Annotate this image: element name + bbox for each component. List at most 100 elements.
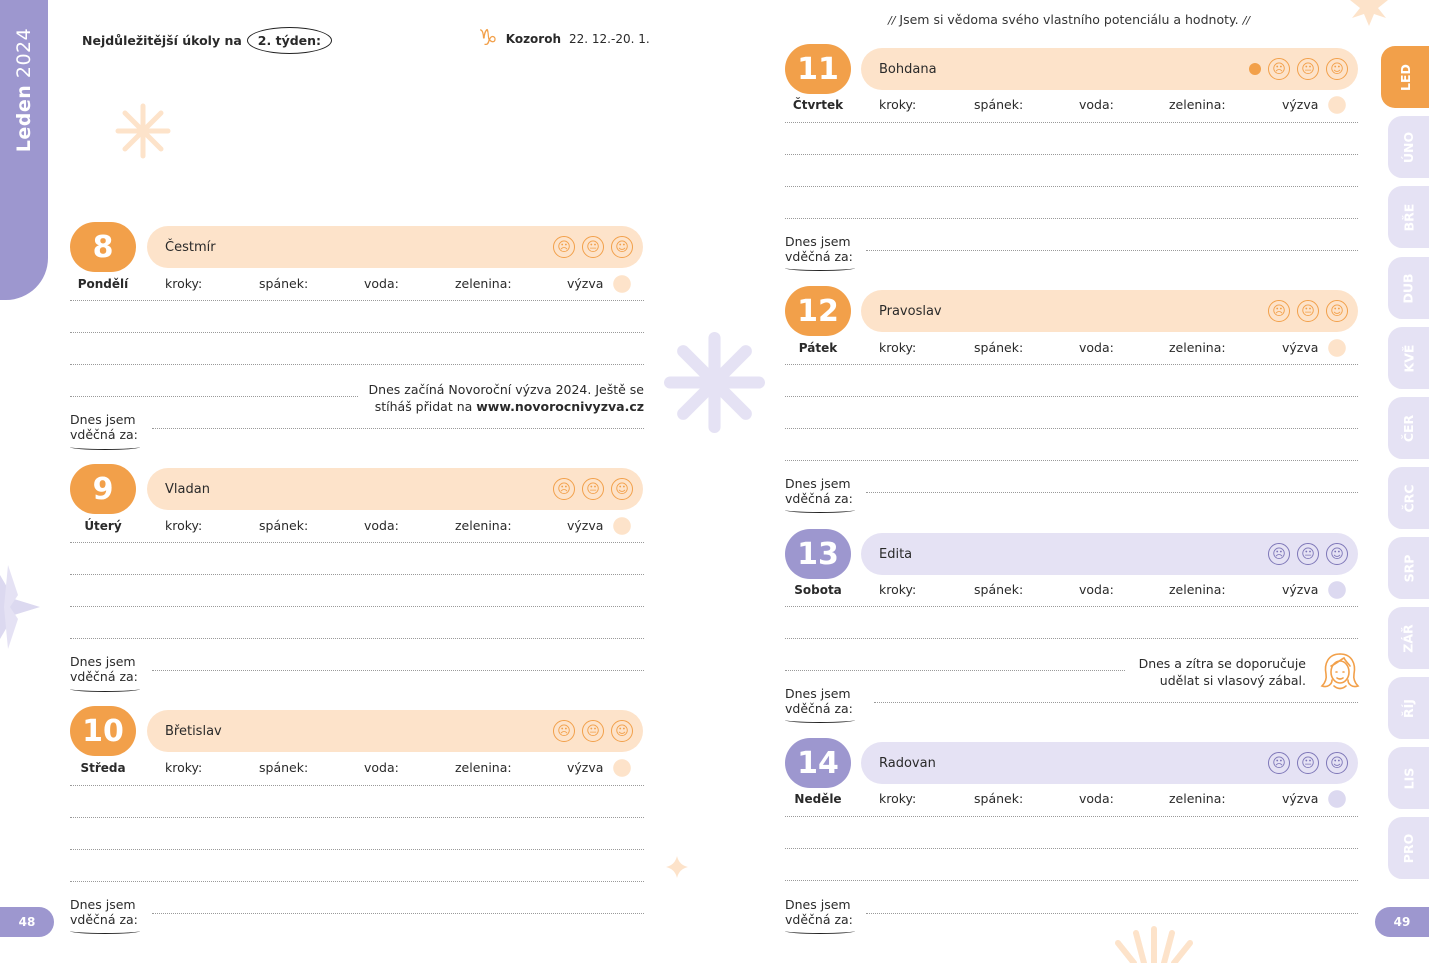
month-tab-label: DUB xyxy=(1401,272,1416,304)
happy-face-icon[interactable]: ☺ xyxy=(611,236,633,258)
neutral-face-icon[interactable]: 😐︎ xyxy=(1297,752,1319,774)
stat-veg: zelenina: xyxy=(455,518,512,533)
nameday-text: Čestmír xyxy=(165,239,216,255)
sad-face-icon[interactable]: ☹ xyxy=(553,236,575,258)
day-number: 13 xyxy=(785,529,851,579)
sad-face-icon[interactable]: ☹ xyxy=(1268,543,1290,565)
neutral-face-icon[interactable]: 😐︎ xyxy=(582,478,604,500)
grateful-line xyxy=(152,913,644,914)
stat-veg: zelenina: xyxy=(1169,791,1226,806)
week-header: Nejdůležitější úkoly na 2. týden: xyxy=(82,22,333,58)
month-tab-label: LED xyxy=(1397,63,1413,91)
happy-face-icon[interactable]: ☺ xyxy=(1326,752,1348,774)
grateful-underline xyxy=(70,686,140,692)
happy-face-icon[interactable]: ☺ xyxy=(611,720,633,742)
month-tab-lis[interactable]: LIS xyxy=(1388,747,1429,809)
neutral-face-icon[interactable]: 😐︎ xyxy=(1297,58,1319,80)
writing-line xyxy=(70,574,644,575)
nameday-bar: Břetislav ☹ 😐︎ ☺ xyxy=(147,710,643,752)
day-number: 12 xyxy=(785,286,851,336)
stat-challenge: výzva xyxy=(567,760,604,775)
challenge-badge-icon[interactable] xyxy=(1326,94,1348,116)
side-tab-month: Leden xyxy=(13,84,35,153)
sad-face-icon[interactable]: ☹ xyxy=(553,478,575,500)
sad-face-icon[interactable]: ☹ xyxy=(1268,58,1290,80)
month-tab-bre[interactable]: BŘE xyxy=(1388,186,1429,248)
stat-sleep: spánek: xyxy=(259,760,309,775)
neutral-face-icon[interactable]: 😐︎ xyxy=(1297,543,1319,565)
nameday-text: Vladan xyxy=(165,481,210,497)
stat-steps: kroky: xyxy=(165,518,203,533)
selected-mood-dot-icon xyxy=(1249,63,1261,75)
month-tab-srp[interactable]: SRP xyxy=(1388,537,1429,599)
stat-veg: zelenina: xyxy=(1169,340,1226,355)
stats-row: kroky: spánek: voda: zelenina: výzva xyxy=(715,788,1355,811)
writing-line xyxy=(70,849,644,850)
writing-line xyxy=(70,817,644,818)
stat-water: voda: xyxy=(1079,340,1114,355)
stats-row: kroky: spánek: voda: zelenina: výzva xyxy=(715,337,1355,360)
month-tab-label: SRP xyxy=(1400,554,1416,582)
stat-sleep: spánek: xyxy=(974,582,1024,597)
challenge-badge-icon[interactable] xyxy=(1326,337,1348,359)
week-header-label: Nejdůležitější úkoly na xyxy=(82,32,242,48)
sad-face-icon[interactable]: ☹ xyxy=(1268,752,1290,774)
challenge-link[interactable]: www.novorocnivyzva.cz xyxy=(476,399,644,414)
grateful-underline xyxy=(70,444,140,450)
hair-note-line1: Dnes a zítra se doporučuje xyxy=(1138,656,1306,671)
grateful-label: Dnes jsem vděčná za: xyxy=(785,897,853,927)
writing-line xyxy=(70,332,644,333)
writing-line xyxy=(70,396,358,397)
stat-water: voda: xyxy=(1079,97,1114,112)
quote-text: Jsem si vědoma svého vlastního potenciál… xyxy=(899,12,1239,27)
neutral-face-icon[interactable]: 😐︎ xyxy=(1297,300,1319,322)
happy-face-icon[interactable]: ☺ xyxy=(1326,58,1348,80)
month-tab-kve[interactable]: KVĚ xyxy=(1388,327,1429,389)
writing-line xyxy=(785,670,1125,671)
writing-line xyxy=(70,300,644,301)
grateful-underline xyxy=(785,507,855,513)
month-tab-crc[interactable]: ČRC xyxy=(1388,467,1429,529)
writing-line xyxy=(785,460,1358,461)
nameday-bar: Čestmír ☹ 😐︎ ☺ xyxy=(147,226,643,268)
month-tab-dub[interactable]: DUB xyxy=(1388,257,1429,319)
challenge-badge-icon[interactable] xyxy=(1326,579,1348,601)
sad-face-icon[interactable]: ☹ xyxy=(553,720,575,742)
month-tab-led[interactable]: LED xyxy=(1381,46,1429,108)
grateful-line xyxy=(152,670,644,671)
grateful-label: Dnes jsem vděčná za: xyxy=(785,686,853,716)
neutral-face-icon[interactable]: 😐︎ xyxy=(582,236,604,258)
grateful-line xyxy=(866,913,1358,914)
challenge-badge-icon[interactable] xyxy=(1326,788,1348,810)
happy-face-icon[interactable]: ☺ xyxy=(1326,543,1348,565)
stat-steps: kroky: xyxy=(879,97,917,112)
month-tab-zar[interactable]: ZÁŘ xyxy=(1388,607,1429,669)
happy-face-icon[interactable]: ☺ xyxy=(1326,300,1348,322)
day-number: 11 xyxy=(785,44,851,94)
challenge-note-line2: stíháš přidat na xyxy=(374,399,477,414)
sparkle-decoration-icon xyxy=(666,856,688,878)
grateful-line2: vděčná za: xyxy=(70,427,138,442)
challenge-badge-icon[interactable] xyxy=(611,273,633,295)
mood-tracker: ☹ 😐︎ ☺ xyxy=(553,478,633,500)
month-tab-uno[interactable]: ÚNO xyxy=(1388,116,1429,178)
side-tab-year: 2024 xyxy=(13,27,35,79)
capricorn-icon: ♑ xyxy=(478,26,498,51)
grateful-underline xyxy=(785,265,855,271)
challenge-badge-icon[interactable] xyxy=(611,515,633,537)
month-tab-pro[interactable]: PRO xyxy=(1388,817,1429,879)
grateful-line2: vděčná za: xyxy=(785,701,853,716)
zodiac-info: ♑ Kozoroh 22. 12.-20. 1. xyxy=(478,28,650,50)
mood-tracker: ☹ 😐︎ ☺ xyxy=(1268,300,1348,322)
challenge-badge-icon[interactable] xyxy=(611,757,633,779)
stat-steps: kroky: xyxy=(165,760,203,775)
happy-face-icon[interactable]: ☺ xyxy=(611,478,633,500)
day-name: Čtvrtek xyxy=(792,98,844,112)
neutral-face-icon[interactable]: 😐︎ xyxy=(582,720,604,742)
month-tab-cer[interactable]: ČER xyxy=(1388,397,1429,459)
grateful-line2: vděčná za: xyxy=(70,669,138,684)
month-tab-rij[interactable]: ŘÍJ xyxy=(1388,677,1429,739)
grateful-label: Dnes jsem vděčná za: xyxy=(70,654,138,684)
grateful-label: Dnes jsem vděčná za: xyxy=(785,234,853,264)
sad-face-icon[interactable]: ☹ xyxy=(1268,300,1290,322)
